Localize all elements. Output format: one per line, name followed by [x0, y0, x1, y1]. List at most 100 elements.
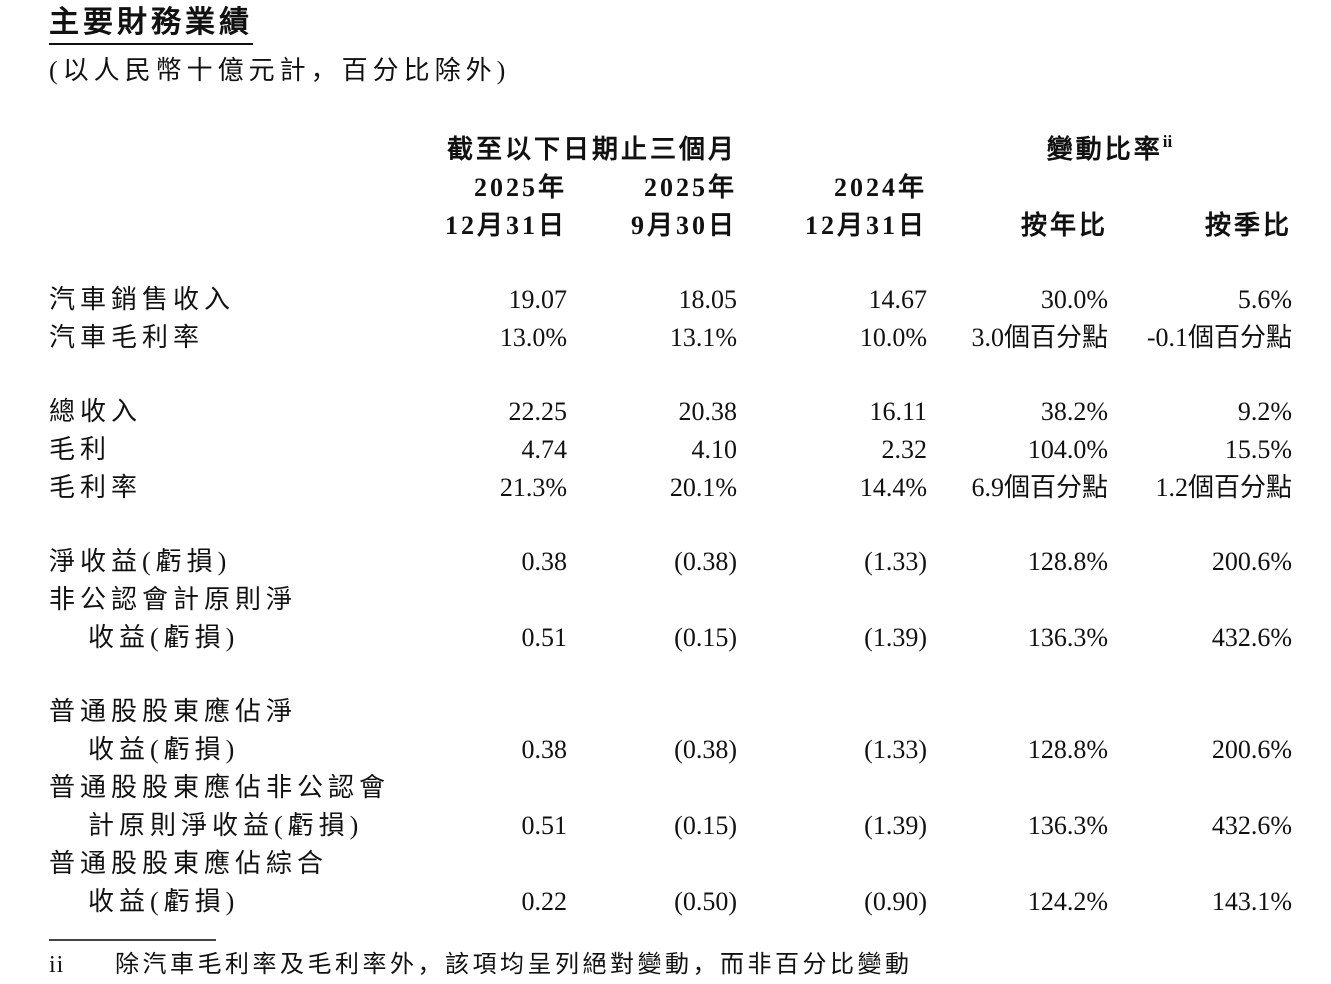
header-spacer	[1108, 169, 1292, 207]
page-title: 主要財務業績	[49, 6, 253, 45]
value-cell: 5.6%	[1237, 285, 1292, 314]
value-cell: (0.90)	[864, 887, 927, 916]
row-comprehensive-income-attributable-line1: 普通股股東應佔綜合	[49, 845, 1292, 883]
col-header-yoy: 按年比	[1020, 211, 1108, 240]
value-cell: 104.0%	[1027, 435, 1108, 464]
value-cell: 19.07	[508, 285, 568, 314]
row-label: 總收入	[49, 397, 143, 426]
value-cell: 14.4%	[859, 473, 927, 502]
row-label: 毛利	[49, 435, 112, 464]
col-header-date-1: 12月31日	[444, 211, 567, 240]
row-net-income-attributable-line1: 普通股股東應佔淨	[49, 693, 1292, 731]
value-cell: (0.38)	[674, 547, 737, 576]
row-non-gaap-net-income-attributable: 計原則淨收益(虧損) 0.51 (0.15) (1.39) 136.3% 432…	[49, 807, 1292, 845]
value-cell: 128.8%	[1027, 547, 1108, 576]
value-cell: 200.6%	[1211, 735, 1292, 764]
value-cell: (1.39)	[864, 623, 927, 652]
value-cell: 22.25	[508, 397, 568, 426]
value-cell: 200.6%	[1211, 547, 1292, 576]
row-gross-margin: 毛利率 21.3% 20.1% 14.4% 6.9個百分點 1.2個百分點	[49, 469, 1292, 507]
value-cell: 21.3%	[499, 473, 567, 502]
period-group-header: 截至以下日期止三個月	[446, 135, 737, 164]
value-cell: 1.2個百分點	[1155, 473, 1292, 502]
value-cell: 136.3%	[1027, 811, 1108, 840]
value-cell: 18.05	[678, 285, 738, 314]
value-cell: (0.38)	[674, 735, 737, 764]
row-non-gaap-net-income-loss-line1: 非公認會計原則淨	[49, 581, 1292, 619]
row-label: 普通股股東應佔綜合	[49, 849, 329, 878]
header-spacer	[49, 131, 400, 169]
value-cell: 124.2%	[1027, 887, 1108, 916]
row-vehicle-margin: 汽車毛利率 13.0% 13.1% 10.0% 3.0個百分點 -0.1個百分點	[49, 319, 1292, 357]
row-label: 非公認會計原則淨	[49, 585, 298, 614]
value-cell: 0.22	[521, 887, 568, 916]
value-cell: 136.3%	[1027, 623, 1108, 652]
row-label-continued: 收益(虧損)	[88, 623, 240, 652]
footnote-divider	[49, 939, 216, 941]
value-cell: 9.2%	[1237, 397, 1292, 426]
col-header-year-1: 2025年	[473, 173, 567, 202]
col-header-qoq: 按季比	[1204, 211, 1292, 240]
value-cell: 432.6%	[1211, 623, 1292, 652]
footnote-text: 除汽車毛利率及毛利率外，該項均呈列絕對變動，而非百分比變動	[115, 952, 913, 978]
col-header-year-3: 2024年	[833, 173, 927, 202]
value-cell: 432.6%	[1211, 811, 1292, 840]
value-cell: 20.1%	[669, 473, 737, 502]
value-cell: 13.0%	[499, 323, 567, 352]
title-block: 主要財務業績	[49, 6, 1292, 45]
row-label: 毛利率	[49, 473, 143, 502]
col-header-year-2: 2025年	[643, 173, 737, 202]
table-header-years: 2025年 2025年 2024年	[49, 169, 1292, 207]
change-group-header-text: 變動比率	[1046, 135, 1163, 164]
document-page: 主要財務業績 (以人民幣十億元計，百分比除外) 截至以下日期止三個月 變動比率i…	[49, 6, 1292, 981]
value-cell: 15.5%	[1224, 435, 1292, 464]
header-spacer	[49, 169, 400, 207]
value-cell: 20.38	[678, 397, 738, 426]
value-cell: 13.1%	[669, 323, 737, 352]
value-cell: 3.0個百分點	[971, 323, 1108, 352]
row-label: 汽車銷售收入	[49, 285, 236, 314]
table-header-groups: 截至以下日期止三個月 變動比率ii	[49, 131, 1292, 169]
table-header-dates: 12月31日 9月30日 12月31日 按年比 按季比	[49, 207, 1292, 245]
value-cell: (0.50)	[674, 887, 737, 916]
value-cell: -0.1個百分點	[1146, 323, 1292, 352]
row-net-income-loss: 淨收益(虧損) 0.38 (0.38) (1.33) 128.8% 200.6%	[49, 543, 1292, 581]
value-cell: 30.0%	[1040, 285, 1108, 314]
value-cell: 14.67	[868, 285, 928, 314]
row-vehicle-sales-revenue: 汽車銷售收入 19.07 18.05 14.67 30.0% 5.6%	[49, 281, 1292, 319]
col-header-date-3: 12月31日	[804, 211, 927, 240]
value-cell: 6.9個百分點	[971, 473, 1108, 502]
value-cell: 4.10	[691, 435, 738, 464]
row-label: 汽車毛利率	[49, 323, 205, 352]
value-cell: 0.38	[521, 547, 568, 576]
value-cell: (1.39)	[864, 811, 927, 840]
header-spacer	[49, 207, 400, 245]
col-header-date-2: 9月30日	[630, 211, 737, 240]
footnote-ref-ii: ii	[1162, 132, 1173, 151]
footnote-marker: ii	[49, 952, 65, 978]
footnote-ii: ii 除汽車毛利率及毛利率外，該項均呈列絕對變動，而非百分比變動	[49, 949, 1292, 981]
value-cell: (0.15)	[674, 811, 737, 840]
change-group-header: 變動比率ii	[927, 131, 1292, 169]
row-label-continued: 收益(虧損)	[88, 735, 240, 764]
value-cell: 0.51	[521, 811, 568, 840]
value-cell: 10.0%	[859, 323, 927, 352]
value-cell: 128.8%	[1027, 735, 1108, 764]
row-total-revenues: 總收入 22.25 20.38 16.11 38.2% 9.2%	[49, 393, 1292, 431]
value-cell: 4.74	[521, 435, 568, 464]
row-gross-profit: 毛利 4.74 4.10 2.32 104.0% 15.5%	[49, 431, 1292, 469]
row-label: 淨收益(虧損)	[49, 547, 232, 576]
value-cell: 16.11	[869, 397, 927, 426]
value-cell: 143.1%	[1211, 887, 1292, 916]
value-cell: 0.38	[521, 735, 568, 764]
value-cell: (0.15)	[674, 623, 737, 652]
header-spacer	[927, 169, 1108, 207]
row-non-gaap-net-income-loss: 收益(虧損) 0.51 (0.15) (1.39) 136.3% 432.6%	[49, 619, 1292, 657]
value-cell: 2.32	[881, 435, 928, 464]
value-cell: 0.51	[521, 623, 568, 652]
page-subtitle: (以人民幣十億元計，百分比除外)	[49, 56, 511, 85]
row-label: 普通股股東應佔非公認會	[49, 773, 391, 802]
row-non-gaap-net-income-attributable-line1: 普通股股東應佔非公認會	[49, 769, 1292, 807]
row-net-income-attributable: 收益(虧損) 0.38 (0.38) (1.33) 128.8% 200.6%	[49, 731, 1292, 769]
row-comprehensive-income-attributable: 收益(虧損) 0.22 (0.50) (0.90) 124.2% 143.1%	[49, 883, 1292, 921]
